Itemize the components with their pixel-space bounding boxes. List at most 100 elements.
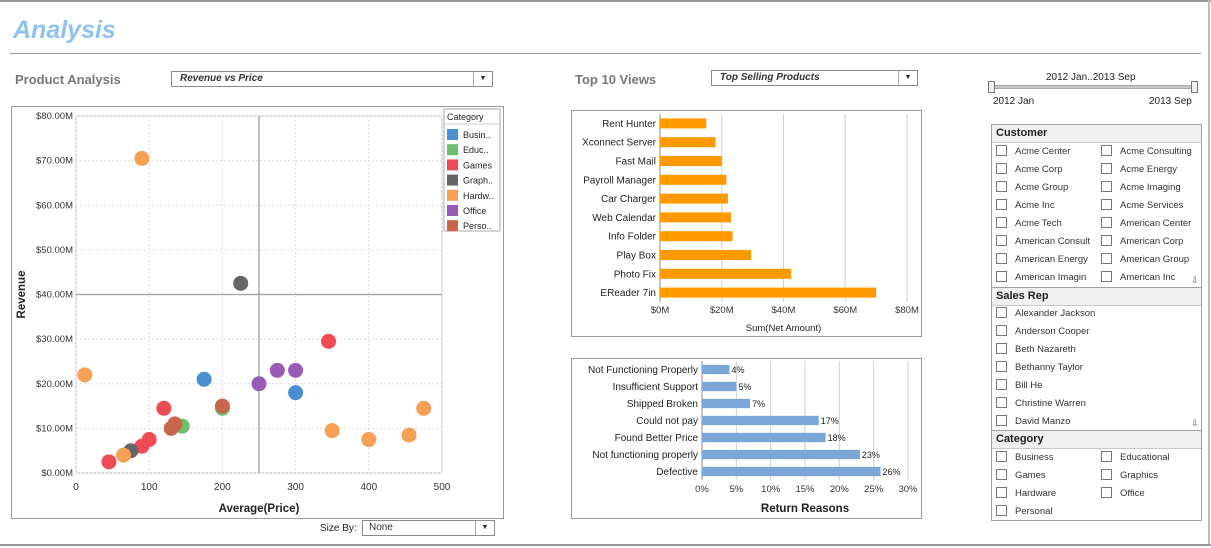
checkbox[interactable] [996, 217, 1007, 228]
customer-filter-item[interactable]: Acme Tech [996, 217, 1100, 231]
returns-bar-chart: 0% 5% 10% 15% 20% 25% 30% Not Functioning Prope… [588, 361, 918, 515]
legend-title: Category [447, 112, 484, 122]
checkbox[interactable] [996, 451, 1007, 462]
sales-rep-filter-item[interactable]: Bill He [996, 379, 1186, 393]
data-label: 5% [738, 382, 751, 392]
sales-rep-filter-item[interactable]: Alexander Jackson [996, 307, 1186, 321]
x-tick-label: 5% [729, 484, 743, 495]
checkbox[interactable] [996, 487, 1007, 498]
bar [660, 193, 728, 204]
customer-filter-item[interactable]: American Group [1101, 253, 1205, 267]
checkbox[interactable] [996, 253, 1007, 264]
category-filter-item[interactable]: Office [1101, 487, 1205, 501]
checkbox[interactable] [996, 325, 1007, 336]
checkbox[interactable] [1101, 487, 1112, 498]
customer-filter-item[interactable]: Acme Group [996, 181, 1100, 195]
checkbox[interactable] [1101, 271, 1112, 282]
filter-item-label: Alexander Jackson [1015, 308, 1096, 319]
category-filter-item[interactable]: Educational [1101, 451, 1205, 465]
chevron-down-icon[interactable]: ▼ [473, 72, 492, 86]
category-filter-item[interactable]: Business [996, 451, 1100, 465]
checkbox[interactable] [1101, 145, 1112, 156]
filter-item-label: Bethanny Taylor [1015, 362, 1083, 373]
checkbox[interactable] [996, 163, 1007, 174]
checkbox[interactable] [996, 361, 1007, 372]
size-by-combo[interactable]: None ▼ [362, 520, 495, 536]
checkbox[interactable] [1101, 451, 1112, 462]
checkbox[interactable] [1101, 181, 1112, 192]
scroll-down-icon[interactable]: ⇩ [1191, 275, 1199, 285]
checkbox[interactable] [996, 307, 1007, 318]
checkbox[interactable] [1101, 235, 1112, 246]
date-range-slider[interactable] [991, 85, 1195, 89]
y-tick-label: $0.00M [41, 468, 73, 479]
product-analysis-combo[interactable]: Revenue vs Price ▼ [171, 71, 493, 87]
scatter-point [416, 400, 432, 416]
category-filter-item[interactable]: Games [996, 469, 1100, 483]
category-label: Web Calendar [592, 213, 656, 224]
checkbox[interactable] [996, 199, 1007, 210]
top10-combo[interactable]: Top Selling Products ▼ [711, 70, 918, 86]
checkbox[interactable] [1101, 253, 1112, 264]
slider-min-handle[interactable] [988, 81, 995, 93]
customer-filter-item[interactable]: Acme Consulting [1101, 145, 1205, 159]
customer-filter-item[interactable]: Acme Imaging [1101, 181, 1205, 195]
checkbox[interactable] [996, 379, 1007, 390]
customer-filter-item[interactable]: Acme Inc [996, 199, 1100, 213]
bar [702, 381, 737, 392]
bar [660, 212, 732, 223]
sales-rep-filter-item[interactable]: Beth Nazareth [996, 343, 1186, 357]
bar [660, 156, 722, 166]
category-filter-item[interactable]: Graphics [1101, 469, 1205, 483]
checkbox[interactable] [996, 397, 1007, 408]
sales-rep-filter-item[interactable]: Christine Warren [996, 397, 1186, 411]
customer-filter-item[interactable]: American Consult [996, 235, 1100, 249]
checkbox[interactable] [996, 181, 1007, 192]
customer-filter-item[interactable]: American Inc [1101, 271, 1205, 285]
data-label: 4% [731, 365, 744, 375]
customer-filter-item[interactable]: Acme Energy [1101, 163, 1205, 177]
data-label: 26% [883, 467, 901, 477]
customer-filter-item[interactable]: Acme Corp [996, 163, 1100, 177]
chevron-down-icon[interactable]: ▼ [898, 71, 917, 85]
sales-rep-filter-item[interactable]: Anderson Cooper [996, 325, 1186, 339]
customer-filter-item[interactable]: Acme Center [996, 145, 1100, 159]
filter-item-label: Games [1015, 470, 1046, 481]
category-filter-item[interactable]: Personal [996, 505, 1100, 519]
sales-rep-filter-item[interactable]: Bethanny Taylor [996, 361, 1186, 375]
category-label: Not functioning properly [592, 450, 698, 461]
customer-filter-item[interactable]: American Energy [996, 253, 1100, 267]
bar [702, 364, 730, 375]
filter-item-label: David Manzo [1015, 416, 1071, 427]
chevron-down-icon[interactable]: ▼ [475, 521, 494, 535]
customer-filter-item[interactable]: Acme Services [1101, 199, 1205, 213]
checkbox[interactable] [996, 505, 1007, 516]
checkbox[interactable] [1101, 469, 1112, 480]
checkbox[interactable] [996, 343, 1007, 354]
checkbox[interactable] [996, 415, 1007, 426]
category-label: Play Box [617, 251, 656, 262]
customer-filter-item[interactable]: American Imagin [996, 271, 1100, 285]
filter-item-label: Acme Group [1015, 182, 1069, 193]
checkbox[interactable] [1101, 199, 1112, 210]
sales-rep-filter-item[interactable]: David Manzo [996, 415, 1186, 429]
legend-swatch [447, 205, 458, 216]
x-tick-label: 10% [761, 484, 781, 495]
scroll-down-icon[interactable]: ⇩ [1191, 418, 1199, 428]
checkbox[interactable] [996, 469, 1007, 480]
checkbox[interactable] [996, 235, 1007, 246]
checkbox[interactable] [996, 145, 1007, 156]
data-label: 17% [821, 416, 839, 426]
slider-max-handle[interactable] [1191, 81, 1198, 93]
customer-filter-item[interactable]: American Corp [1101, 235, 1205, 249]
customer-filter-item[interactable]: American Center [1101, 217, 1205, 231]
category-filter-item[interactable]: Hardware [996, 487, 1100, 501]
filter-item-label: Bill He [1015, 380, 1043, 391]
filter-item-label: Personal [1015, 506, 1053, 517]
data-label: 7% [752, 399, 765, 409]
checkbox[interactable] [1101, 217, 1112, 228]
checkbox[interactable] [996, 271, 1007, 282]
size-by-label: Size By: [320, 523, 357, 534]
checkbox[interactable] [1101, 163, 1112, 174]
bottom-border [0, 544, 1211, 546]
